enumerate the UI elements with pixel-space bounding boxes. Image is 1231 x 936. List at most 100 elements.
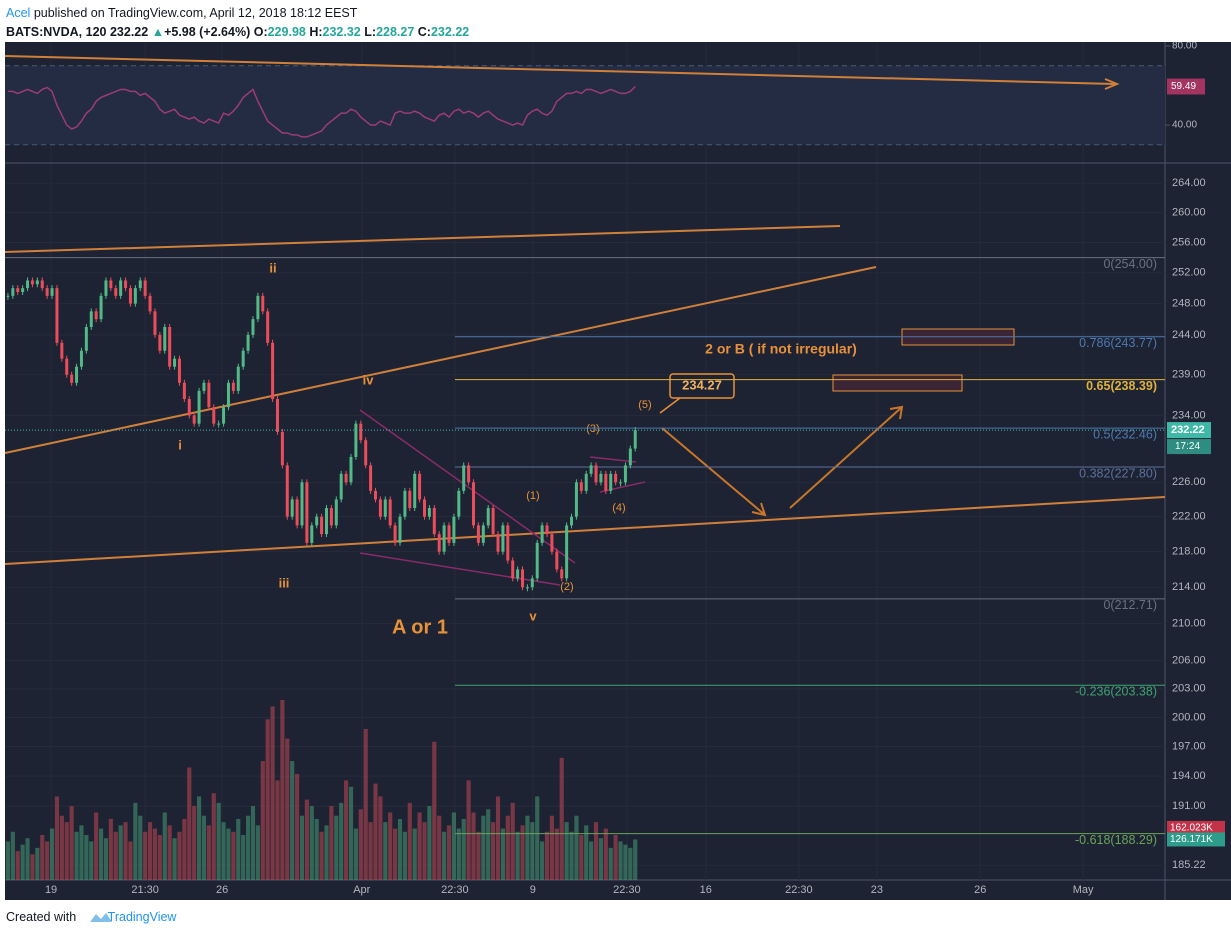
open: 229.98 bbox=[267, 25, 306, 39]
volume-bar bbox=[49, 828, 55, 880]
volume-bar bbox=[216, 802, 221, 880]
y-tick-label: 203.00 bbox=[1172, 683, 1206, 695]
candle bbox=[251, 319, 255, 335]
volume-bar bbox=[206, 825, 211, 880]
subwave-label: (4) bbox=[612, 502, 625, 514]
volume-bar bbox=[456, 828, 461, 880]
trendline bbox=[4, 225, 841, 253]
target-box bbox=[832, 374, 963, 392]
x-tick-label: 16 bbox=[700, 884, 712, 896]
volume-bar bbox=[549, 815, 555, 880]
volume-bar bbox=[5, 841, 11, 880]
author[interactable]: Acel bbox=[6, 6, 31, 20]
volume-bar bbox=[388, 812, 393, 880]
candle bbox=[256, 295, 260, 320]
candle bbox=[521, 569, 525, 588]
wave-label: v bbox=[529, 608, 537, 623]
fib-label: 0(254.00) bbox=[1103, 257, 1157, 271]
volume-bar bbox=[182, 818, 187, 880]
y-tick-label: 239.00 bbox=[1172, 369, 1206, 381]
x-tick-label: 22:30 bbox=[441, 884, 469, 896]
volume-bar bbox=[442, 831, 447, 880]
candle bbox=[16, 288, 20, 292]
brand[interactable]: TradingView bbox=[107, 910, 177, 924]
candle bbox=[584, 473, 588, 491]
volume-bar bbox=[309, 806, 314, 880]
y-tick-label: 248.00 bbox=[1172, 297, 1206, 309]
volume-bar bbox=[481, 815, 486, 880]
y-tick-label: 194.00 bbox=[1172, 770, 1206, 782]
candle bbox=[550, 534, 554, 552]
candle bbox=[35, 280, 39, 285]
volume-badge-label: 162.023K bbox=[1170, 823, 1213, 834]
candle bbox=[423, 499, 427, 517]
volume-bar bbox=[138, 815, 143, 880]
fib-label: 0.382(227.80) bbox=[1079, 466, 1157, 480]
candle bbox=[408, 490, 412, 509]
volume-bar bbox=[133, 802, 138, 880]
created: Created with bbox=[6, 910, 77, 924]
volume-bar bbox=[471, 812, 476, 880]
volume-bar bbox=[589, 841, 594, 880]
y-tick-label: 206.00 bbox=[1172, 655, 1206, 667]
x-tick-label: May bbox=[1073, 884, 1094, 896]
volume-bar bbox=[177, 831, 182, 880]
candle bbox=[628, 448, 632, 466]
volume-bar bbox=[618, 841, 623, 880]
wave-label: iv bbox=[363, 372, 375, 387]
candle bbox=[231, 382, 235, 391]
price-axis-bg bbox=[1165, 42, 1231, 880]
volume-bar bbox=[35, 847, 40, 880]
candle bbox=[344, 473, 348, 483]
candle bbox=[555, 551, 559, 570]
candle bbox=[545, 525, 549, 535]
x-tick-label: 19 bbox=[45, 884, 57, 896]
candle bbox=[119, 280, 123, 296]
callout-label: 234.27 bbox=[682, 377, 722, 392]
candle bbox=[79, 350, 83, 367]
candle bbox=[623, 465, 627, 483]
candle bbox=[26, 280, 30, 289]
volume-bar bbox=[265, 719, 270, 880]
candle bbox=[84, 327, 88, 351]
high: 232.32 bbox=[322, 25, 361, 39]
candle bbox=[187, 399, 191, 416]
x-tick-label: 22:30 bbox=[785, 884, 813, 896]
y-tick-label: 264.00 bbox=[1172, 177, 1206, 189]
volume-bar bbox=[319, 831, 324, 880]
volume-badge-label: 126.171K bbox=[1170, 834, 1213, 845]
candle bbox=[99, 295, 103, 320]
volume-bar bbox=[15, 851, 20, 880]
candle bbox=[143, 280, 147, 296]
y-tick-label: 214.00 bbox=[1172, 581, 1206, 593]
candle bbox=[217, 423, 221, 425]
volume-bar bbox=[196, 796, 202, 880]
candle bbox=[427, 508, 431, 517]
y-tick-label: 191.00 bbox=[1172, 800, 1206, 812]
candle bbox=[320, 516, 324, 535]
y-tick-label: 197.00 bbox=[1172, 740, 1206, 752]
candle bbox=[173, 358, 177, 367]
volume-bar bbox=[236, 818, 241, 880]
subwave-label: (5) bbox=[638, 399, 651, 411]
x-tick-label: Apr bbox=[353, 884, 370, 896]
x-tick-label: 23 bbox=[871, 884, 883, 896]
candle bbox=[114, 288, 118, 296]
candle bbox=[45, 288, 49, 296]
candle bbox=[570, 516, 574, 526]
candle bbox=[467, 465, 471, 483]
candle bbox=[70, 374, 74, 383]
candle bbox=[163, 327, 167, 351]
candle bbox=[177, 358, 181, 383]
y-tick-label: 210.00 bbox=[1172, 618, 1206, 630]
wedge-line bbox=[359, 552, 561, 586]
price-badge-label: 232.22 bbox=[1171, 424, 1205, 436]
candle bbox=[511, 560, 515, 579]
volume-bar bbox=[461, 818, 466, 880]
candle bbox=[432, 508, 436, 535]
subwave-label: (3) bbox=[586, 423, 599, 435]
candle bbox=[50, 288, 54, 296]
volume-bar bbox=[334, 815, 339, 880]
candle bbox=[212, 407, 216, 424]
candle bbox=[75, 366, 79, 383]
